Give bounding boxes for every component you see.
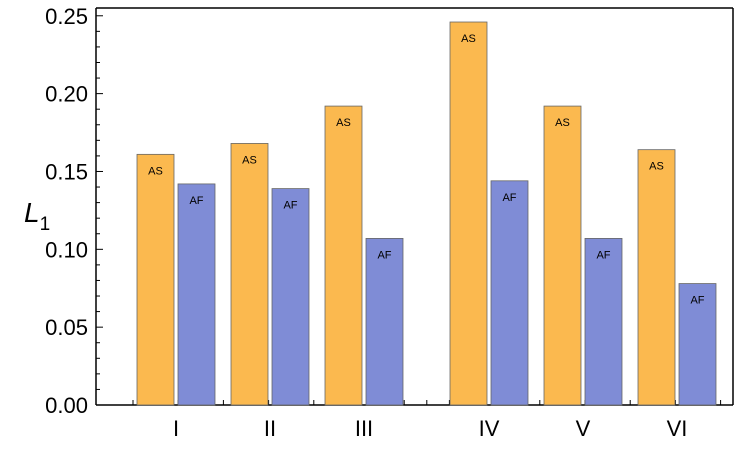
bar-data-label: AS <box>461 33 476 45</box>
bar-data-label: AS <box>242 154 257 166</box>
y-axis-label: L1 <box>24 197 50 235</box>
y-tick-label: 0.20 <box>45 82 88 107</box>
y-tick-label: 0.00 <box>45 393 88 418</box>
x-category-label: I <box>173 416 179 441</box>
bar-af-i <box>177 183 216 406</box>
bar-as-iii <box>324 105 363 406</box>
bar-data-label: AF <box>377 249 391 261</box>
bar-data-label: AF <box>690 295 704 307</box>
y-tick-label: 0.05 <box>45 315 88 340</box>
bar-data-label: AS <box>649 161 664 173</box>
bar-as-i <box>136 153 175 406</box>
bars: AS AF AS AF AS AF AS AF AS AF AS AF <box>136 21 717 406</box>
bar-data-label: AS <box>555 117 570 129</box>
bar-as-iv <box>449 21 488 406</box>
x-category-label: VI <box>667 416 688 441</box>
bar-af-ii <box>271 188 310 406</box>
bar-af-vi <box>678 283 717 406</box>
bar-data-label: AS <box>148 165 163 177</box>
category-labels: I II III IV V VI <box>173 416 687 441</box>
bar-af-v <box>584 238 623 406</box>
x-category-label: IV <box>479 416 500 441</box>
bar-data-label: AF <box>283 200 297 212</box>
bar-af-iv <box>490 180 529 406</box>
y-tick-label: 0.15 <box>45 159 88 184</box>
bar-data-label: AF <box>596 249 610 261</box>
bar-data-label: AF <box>502 192 516 204</box>
y-ticks: 0.00 0.05 0.10 0.15 0.20 0.25 <box>45 4 103 418</box>
y-tick-label: 0.25 <box>45 4 88 29</box>
x-category-label: II <box>264 416 276 441</box>
bar-as-ii <box>230 143 269 406</box>
x-category-label: V <box>576 416 591 441</box>
bar-data-label: AF <box>189 195 203 207</box>
bar-as-vi <box>637 149 676 406</box>
y-tick-label: 0.10 <box>45 237 88 262</box>
bar-as-v <box>543 105 582 406</box>
bar-data-label: AS <box>336 117 351 129</box>
bar-af-iii <box>365 238 404 406</box>
x-category-label: III <box>355 416 373 441</box>
